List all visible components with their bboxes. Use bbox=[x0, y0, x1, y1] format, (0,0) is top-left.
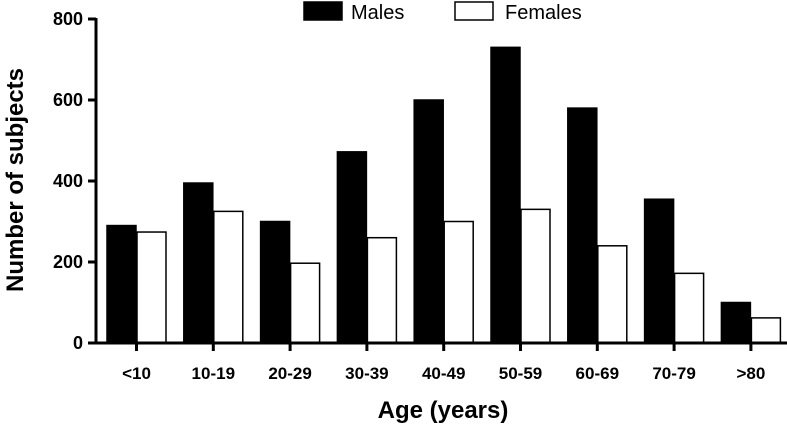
x-tick-label: >80 bbox=[736, 364, 765, 383]
bar-males-5 bbox=[490, 46, 521, 344]
x-tick-label: <10 bbox=[122, 364, 151, 383]
x-axis-title: Age (years) bbox=[378, 397, 509, 424]
bar-females-1 bbox=[213, 210, 244, 344]
y-axis-title: Number of subjects bbox=[2, 68, 29, 292]
x-tick-label: 60-69 bbox=[576, 364, 619, 383]
bar-females-0 bbox=[136, 231, 167, 344]
y-tick-label: 200 bbox=[53, 252, 83, 272]
x-tick-label: 50-59 bbox=[499, 364, 542, 383]
legend-swatch-females bbox=[454, 1, 494, 21]
bar-females-2 bbox=[289, 262, 321, 344]
bar-females-8 bbox=[750, 317, 782, 344]
y-tick-label: 0 bbox=[73, 333, 83, 353]
bar-males-0 bbox=[106, 224, 137, 344]
x-tick-label: 30-39 bbox=[345, 364, 388, 383]
y-tick-label: 400 bbox=[53, 171, 83, 191]
x-tick-label: 70-79 bbox=[652, 364, 695, 383]
bar-males-6 bbox=[567, 107, 598, 344]
y-ticks-group: 0 200 400 600 800 bbox=[53, 9, 96, 353]
y-tick-label: 600 bbox=[53, 90, 83, 110]
bar-females-3 bbox=[366, 236, 398, 344]
bar-females-5 bbox=[520, 208, 551, 344]
x-tick-label: 40-49 bbox=[422, 364, 465, 383]
bar-males-3 bbox=[336, 151, 368, 344]
x-tick-label: 20-29 bbox=[268, 364, 311, 383]
bar-males-4 bbox=[413, 99, 444, 344]
bar-males-2 bbox=[259, 220, 291, 344]
x-tick-label: 10-19 bbox=[192, 364, 235, 383]
legend-label-males: Males bbox=[351, 2, 404, 24]
bars-group bbox=[106, 46, 782, 344]
bar-females-6 bbox=[597, 245, 628, 344]
legend-swatch-males bbox=[303, 1, 343, 21]
bar-males-1 bbox=[183, 182, 214, 344]
legend-label-females: Females bbox=[505, 2, 582, 24]
bar-females-7 bbox=[673, 272, 705, 344]
bar-males-8 bbox=[720, 301, 752, 344]
legend: Males Females bbox=[303, 1, 582, 24]
bar-males-7 bbox=[643, 198, 675, 344]
y-tick-label: 800 bbox=[53, 9, 83, 29]
x-ticks-group: <10 10-19 20-29 30-39 40-49 50-59 60-69 70-79 >8… bbox=[122, 343, 765, 383]
bar-females-4 bbox=[443, 220, 474, 344]
